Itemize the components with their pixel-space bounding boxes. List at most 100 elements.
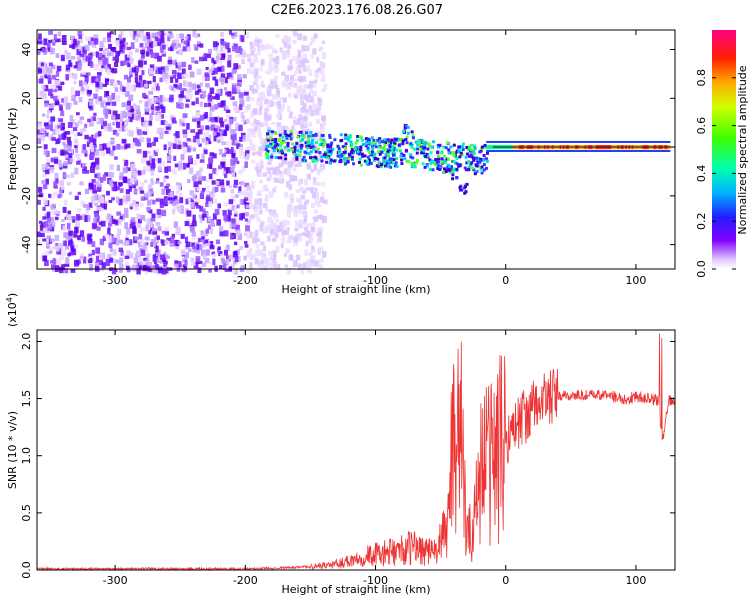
spectrogram-noise-cell: [217, 102, 221, 108]
spectrogram-noise-cell: [283, 81, 288, 87]
spectrogram-tone-halo: [650, 149, 654, 152]
spectrogram-noise-cell: [102, 50, 107, 55]
spectrogram-noise-cell: [136, 31, 141, 38]
spectrogram-noise-cell: [148, 120, 153, 126]
spectrogram-noise-cell: [288, 236, 294, 240]
spectrogram-signal-cell: [421, 162, 425, 166]
spectrogram-noise-cell: [219, 265, 223, 270]
spectrogram-noise-cell: [209, 219, 214, 227]
spectrogram-noise-cell: [82, 81, 87, 86]
spectrogram-signal-cell: [339, 133, 343, 137]
spectrogram-noise-cell: [151, 158, 155, 165]
snr-y-ticks: 0.00.51.01.52.0: [20, 333, 675, 579]
spectrogram-noise-cell: [94, 212, 99, 218]
spectrogram-noise-cell: [167, 127, 172, 135]
spectrogram-signal-cell: [411, 156, 415, 160]
spectrogram-noise-cell: [189, 190, 195, 196]
spectrogram-noise-cell: [256, 217, 261, 222]
spectrogram-noise-cell: [130, 177, 135, 183]
spectrogram-noise-cell: [87, 72, 91, 76]
spectrogram-noise-cell: [142, 131, 148, 135]
spectrogram-noise-cell: [291, 79, 295, 86]
spectrogram-noise-cell: [159, 201, 164, 208]
spectrogram-noise-cell: [144, 83, 148, 88]
spectrogram-signal-cell: [295, 157, 299, 161]
spectrogram-signal-cell: [295, 148, 299, 152]
spectrogram-noise-cell: [297, 179, 302, 186]
spectrogram-noise-cell: [136, 105, 140, 110]
spectrogram-noise-cell: [319, 226, 324, 232]
spectrogram-noise-cell: [112, 184, 117, 192]
spectrogram-noise-cell: [136, 148, 142, 154]
spectrogram-noise-cell: [156, 67, 160, 72]
spectrogram-noise-cell: [201, 90, 207, 98]
spectrogram-tone-halo: [636, 140, 640, 143]
spectrogram-noise-cell: [174, 71, 179, 78]
spectrogram-signal-cell: [409, 142, 413, 146]
spectrogram-noise-cell: [77, 132, 83, 136]
spectrogram-tone-halo: [545, 149, 549, 152]
spectrogram-tone-halo: [572, 149, 576, 152]
spectrogram-noise-cell: [254, 166, 259, 171]
spectrogram-tone-halo: [636, 149, 640, 152]
spectrogram-noise-cell: [222, 50, 226, 54]
spectrogram-noise-cell: [307, 268, 312, 274]
spectrogram-noise-cell: [102, 54, 107, 61]
spectrogram-noise-cell: [129, 223, 133, 229]
spectrogram-noise-cell: [102, 174, 107, 181]
spectrogram-signal-cell: [369, 161, 373, 165]
spectrogram-noise-cell: [293, 209, 298, 216]
spectrogram-noise-cell: [256, 49, 261, 56]
spectrogram-noise-cell: [294, 163, 298, 168]
spectrogram-noise-cell: [160, 66, 166, 73]
spectrogram-noise-cell: [287, 164, 292, 169]
spectrogram-noise-cell: [311, 202, 315, 209]
spectrogram-tone-halo: [576, 140, 580, 143]
spectrogram-signal-cell: [322, 143, 326, 147]
spectrogram-signal-cell: [307, 144, 311, 148]
spectrogram-noise-cell: [133, 30, 137, 36]
spectrogram-signal-cell: [353, 146, 357, 150]
spectrogram-tone-halo: [640, 149, 644, 152]
spectrogram-noise-cell: [255, 84, 260, 90]
spectrogram-noise-cell: [167, 75, 173, 79]
spectrogram-noise-cell: [37, 231, 42, 238]
spectrogram-noise-cell: [112, 145, 116, 151]
spectrogram-noise-cell: [67, 148, 72, 152]
spectrogram-signal-cell: [401, 142, 405, 146]
spectrogram-noise-cell: [117, 218, 122, 225]
spectrogram-noise-cell: [231, 267, 236, 273]
spectrogram-noise-cell: [309, 262, 314, 268]
spectrogram-noise-cell: [170, 236, 175, 244]
spectrogram-noise-cell: [40, 62, 44, 67]
spectrogram-noise-cell: [65, 154, 69, 158]
spectrogram-tone-halo: [667, 140, 671, 143]
spectrogram-noise-cell: [171, 117, 176, 123]
spectrogram-signal-cell: [370, 136, 374, 140]
spectrogram-noise-cell: [217, 139, 221, 144]
spectrogram-signal-cell: [265, 137, 269, 141]
spectrogram-noise-cell: [97, 59, 103, 66]
spectrogram-signal-cell: [331, 147, 335, 151]
spectrogram-signal-cell: [329, 143, 333, 147]
spectrogram-tone-halo: [564, 149, 568, 152]
spectrogram-noise-cell: [249, 62, 255, 68]
spectrogram-signal-cell: [466, 148, 470, 152]
spectrogram-noise-cell: [139, 266, 143, 271]
spectrogram-noise-cell: [222, 44, 226, 49]
spectrogram-signal-cell: [270, 144, 274, 148]
spectrogram-signal-cell: [350, 151, 354, 155]
spectrogram-tone-halo: [522, 149, 526, 152]
spectrogram-noise-cell: [207, 134, 212, 139]
spectrogram-noise-cell: [45, 227, 50, 233]
spectrogram-noise-cell: [50, 93, 54, 99]
spectrogram-noise-cell: [146, 218, 151, 225]
spectrogram-noise-cell: [207, 102, 211, 107]
spectrogram-noise-cell: [305, 199, 310, 203]
spectrogram-signal-cell: [279, 156, 283, 160]
spectrogram-noise-cell: [126, 100, 131, 106]
spectrogram-noise-cell: [231, 35, 235, 40]
spectrogram-noise-cell: [172, 143, 177, 149]
spectrogram-noise-cell: [104, 115, 109, 119]
spectrogram-noise-cell: [314, 136, 319, 143]
